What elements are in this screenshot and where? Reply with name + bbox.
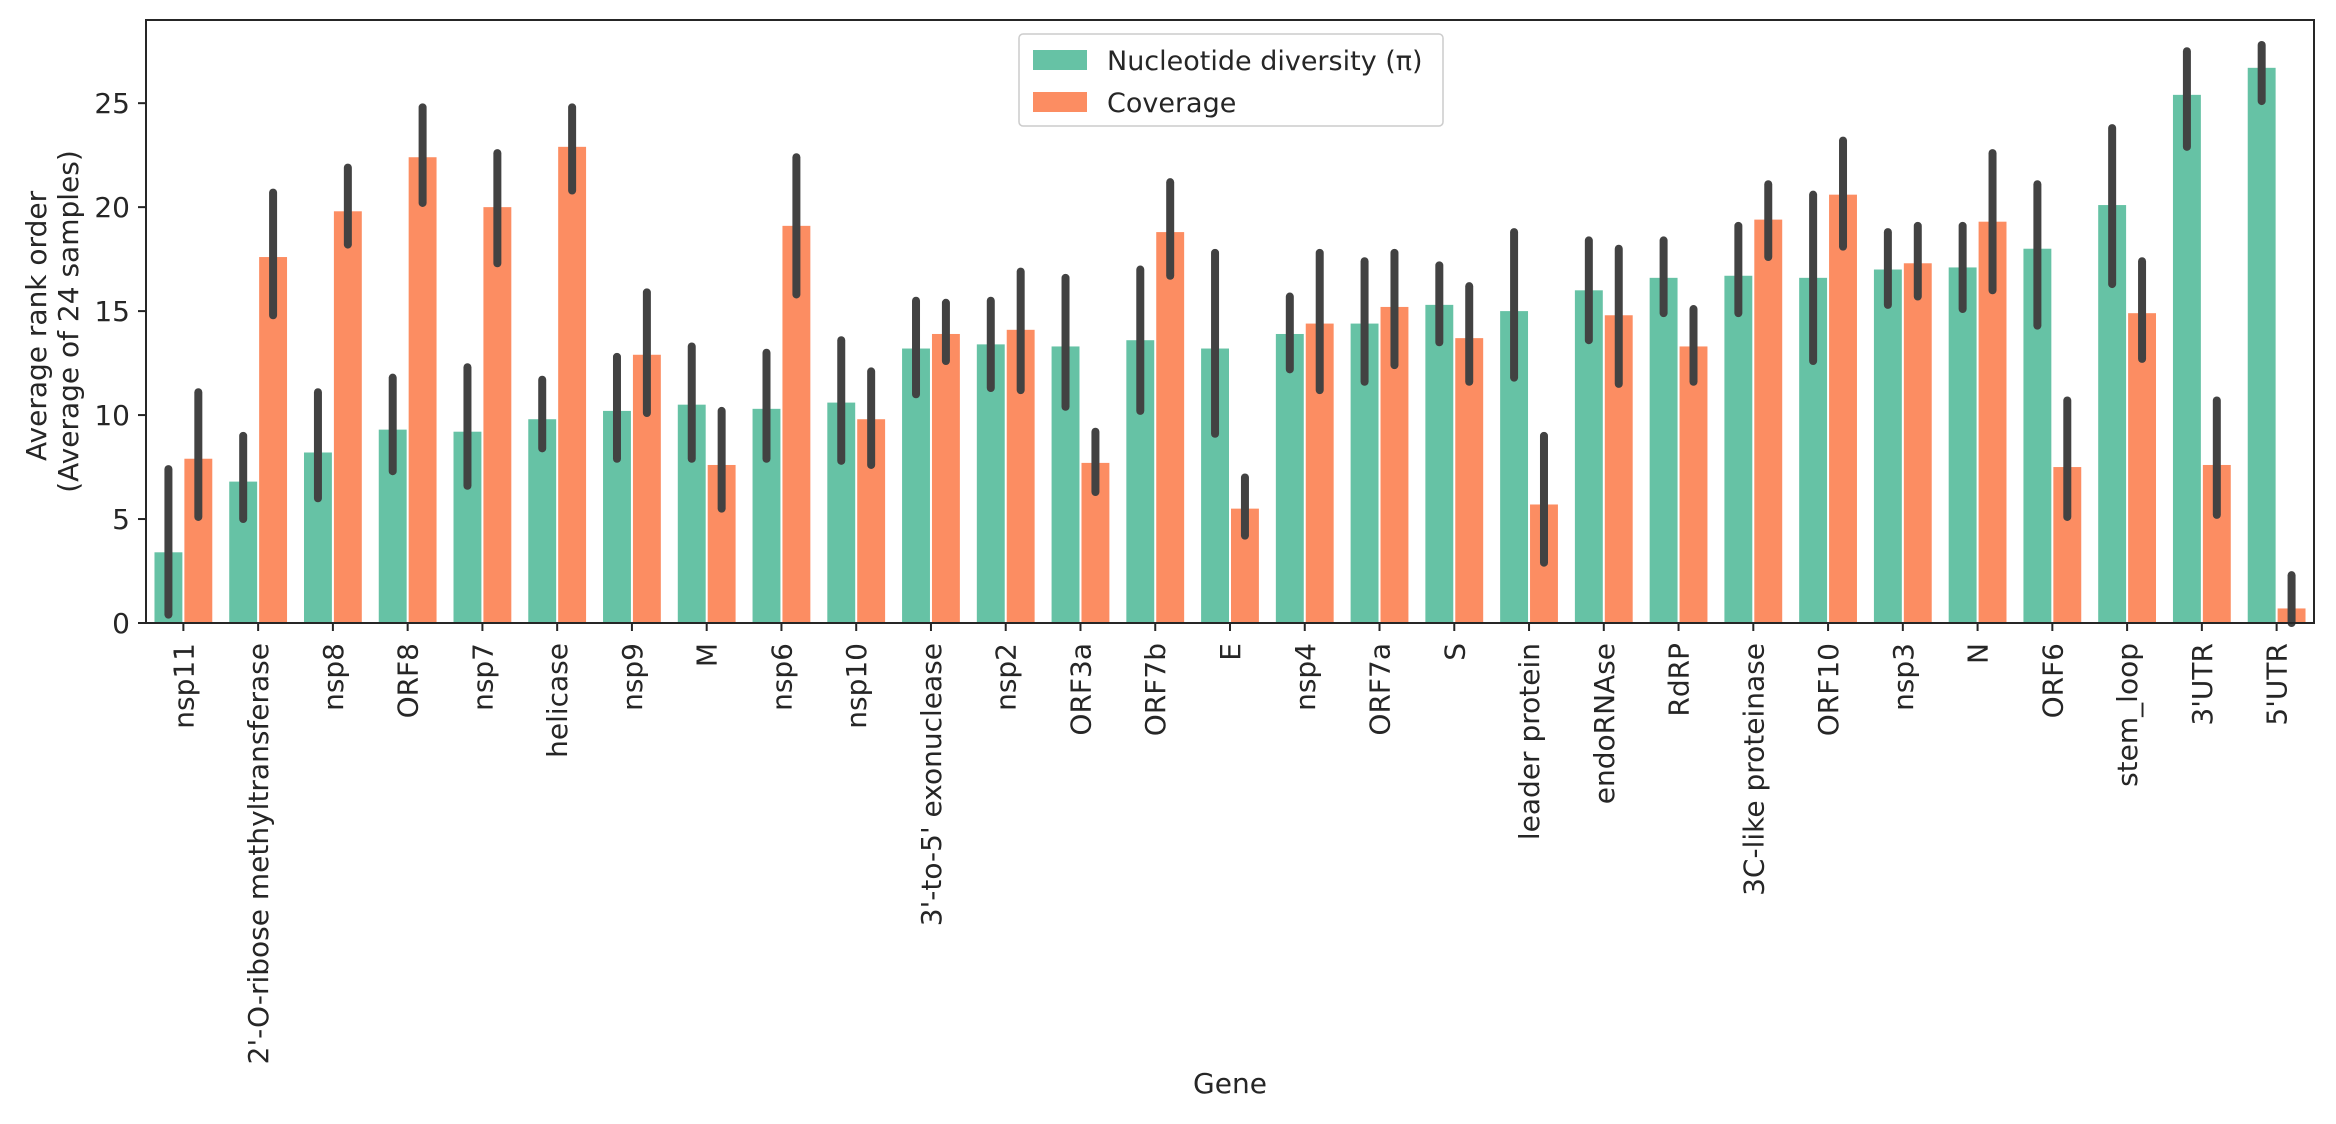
bar-coverage: [2128, 313, 2157, 623]
y-axis-title-line-1: Average rank order: [20, 190, 53, 461]
x-tick-label: 2'-O-ribose methyltransferase: [242, 643, 275, 1064]
x-tick-label: 5'UTR: [2261, 643, 2294, 726]
x-axis-title: Gene: [1193, 1067, 1267, 1100]
x-tick-label: nsp4: [1289, 643, 1322, 711]
x-tick-label: S: [1438, 643, 1471, 661]
bar-nucleotide-diversity: [2247, 67, 2276, 623]
bar-coverage: [1829, 194, 1857, 624]
y-tick-label: 20: [94, 191, 130, 224]
error-bars-layer: [164, 40, 2296, 627]
bar-coverage: [1754, 219, 1783, 623]
legend-label-nucleotide-diversity: Nucleotide diversity (π): [1107, 46, 1423, 77]
x-tick-label: nsp2: [990, 643, 1023, 711]
bars-layer: [154, 67, 2306, 624]
legend-label-coverage: Coverage: [1107, 88, 1236, 119]
bar-nucleotide-diversity: [1724, 275, 1753, 623]
x-tick-label: M: [691, 643, 724, 667]
x-tick-label: nsp8: [317, 643, 350, 711]
y-axis-title: Average rank order (Average of 24 sample…: [20, 150, 85, 493]
x-tick-label: leader protein: [1513, 643, 1546, 840]
bar-coverage: [333, 211, 362, 623]
legend-swatch-nucleotide-diversity: [1033, 50, 1087, 70]
bar-nucleotide-diversity: [1275, 333, 1304, 623]
x-tick-label: ORF7b: [1139, 643, 1172, 736]
x-tick-label: helicase: [541, 643, 574, 758]
x-tick-label: nsp10: [840, 643, 873, 729]
x-tick-label: nsp11: [167, 643, 200, 729]
x-tick-label: stem_loop: [2111, 643, 2144, 787]
x-tick-label: 3C-like proteinase: [1737, 643, 1770, 896]
x-tick-label: nsp6: [765, 643, 798, 711]
x-tick-label: 3'UTR: [2186, 643, 2219, 726]
bar-coverage: [483, 207, 512, 623]
x-tick-label: nsp3: [1887, 643, 1920, 711]
x-tick-label: E: [1214, 643, 1247, 661]
x-tick-label: ORF8: [392, 643, 425, 718]
y-tick-label: 25: [94, 87, 130, 120]
bar-coverage: [1903, 263, 1932, 623]
legend: Nucleotide diversity (π) Coverage: [1018, 33, 1444, 127]
bar-coverage: [1679, 346, 1708, 623]
y-tick-label: 5: [112, 503, 130, 536]
x-tick-label: ORF3a: [1064, 643, 1097, 736]
legend-swatch-coverage: [1033, 92, 1087, 112]
x-tick-label: ORF6: [2036, 643, 2069, 718]
x-tick-label: N: [1962, 643, 1995, 664]
y-tick-label: 0: [112, 607, 130, 640]
x-tick-label: nsp9: [616, 643, 649, 711]
x-tick-label: endoRNAse: [1588, 643, 1621, 804]
y-tick-label: 15: [94, 295, 130, 328]
x-tick-label: ORF10: [1812, 643, 1845, 736]
y-axis-title-line-2: (Average of 24 samples): [52, 150, 85, 493]
y-tick-label: 10: [94, 399, 130, 432]
bar-coverage: [558, 146, 587, 623]
bar-coverage: [931, 333, 960, 623]
x-tick-label: nsp7: [466, 643, 499, 711]
y-axis: 0 5 10 15 20 25: [94, 87, 146, 640]
bar-nucleotide-diversity: [1425, 304, 1454, 623]
x-tick-label: 3'-to-5' exonuclease: [915, 643, 948, 926]
bar-nucleotide-diversity: [528, 419, 557, 623]
x-tick-label: RdRP: [1663, 643, 1696, 717]
bar-nucleotide-diversity: [2172, 94, 2201, 624]
bar-coverage: [408, 157, 437, 623]
x-tick-label: ORF7a: [1364, 643, 1397, 736]
bar-coverage: [1156, 232, 1185, 623]
legend-frame: [1018, 33, 1444, 127]
bar-nucleotide-diversity: [1873, 269, 1902, 623]
bar-nucleotide-diversity: [1948, 267, 1977, 623]
x-axis: nsp11 2'-O-ribose methyltransferase nsp8 OR…: [167, 623, 2294, 1064]
bar-nucleotide-diversity: [1649, 277, 1678, 623]
bar-nucleotide-diversity: [1574, 290, 1603, 623]
